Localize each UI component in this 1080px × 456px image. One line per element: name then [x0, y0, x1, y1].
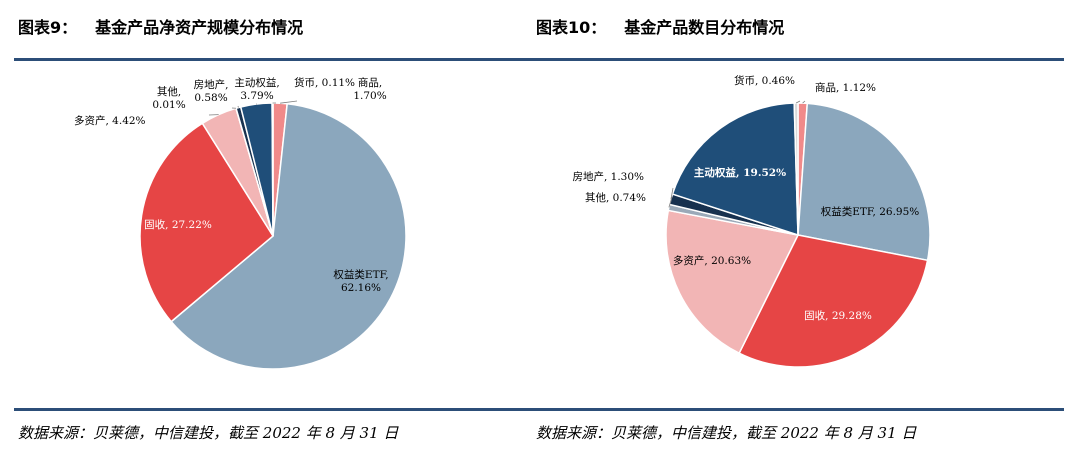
chart-panel-net-assets: 图表9： 基金产品净资产规模分布情况 商品, 1.70% 权益类ETF, 62.16% 固…	[14, 0, 546, 456]
data-label-commodity: 商品, 1.70%	[353, 76, 386, 102]
figure-title: 图表10： 基金产品数目分布情况	[536, 14, 784, 38]
data-label-fixed-income: 固收, 29.28%	[804, 309, 872, 322]
data-label-real-estate: 房地产, 0.58%	[194, 78, 229, 104]
pie-slice-active-equity	[671, 102, 799, 237]
leader-line-commodity	[802, 100, 806, 104]
bottom-rule	[14, 408, 546, 411]
pie-chart-fund-count: 商品, 1.12% 权益类ETF, 26.95% 固收, 29.28% 多资产, 20…	[572, 74, 931, 368]
figure-name: 基金产品数目分布情况	[624, 18, 785, 37]
data-label-money-market: 货币, 0.46%	[734, 74, 795, 87]
pie-slice-fixed-income	[139, 122, 274, 323]
data-label-real-estate: 房地产, 1.30%	[572, 170, 644, 183]
data-label-equity-etf: 权益类ETF, 62.16%	[333, 268, 388, 294]
pie-slice-multi-asset	[665, 209, 800, 355]
data-label-active-equity: 主动权益, 19.52%	[694, 166, 786, 179]
figure-name: 基金产品净资产规模分布情况	[95, 18, 304, 37]
data-label-active-equity: 主动权益, 3.79%	[234, 76, 279, 102]
pie-slice-money-market	[271, 102, 274, 237]
figure-title: 图表9： 基金产品净资产规模分布情况	[18, 14, 303, 38]
data-label-equity-etf: 权益类ETF, 26.95%	[821, 205, 920, 218]
data-label-multi-asset: 多资产, 4.42%	[74, 114, 146, 127]
leader-line-other	[668, 196, 673, 208]
pie-chart-net-assets: 商品, 1.70% 权益类ETF, 62.16% 固收, 27.22% 多资产, 4.42…	[74, 76, 407, 370]
data-label-other: 其他, 0.74%	[585, 191, 646, 204]
leader-line-real-estate	[670, 187, 674, 200]
data-label-multi-asset: 多资产, 20.63%	[673, 254, 751, 267]
source-note: 数据来源：贝莱德，中信建投，截至 2022 年 8 月 31 日	[536, 424, 917, 442]
data-label-other: 其他, 0.01%	[152, 85, 185, 111]
figure-label: 图表9：	[18, 18, 78, 37]
top-rule	[532, 58, 1064, 61]
data-label-commodity: 商品, 1.12%	[815, 81, 876, 94]
figure-label: 图表10：	[536, 18, 607, 37]
top-rule	[14, 58, 546, 61]
bottom-rule	[532, 408, 1064, 411]
leader-line-commodity	[280, 100, 298, 104]
pie-slice-equity-etf	[170, 102, 407, 370]
chart-panel-fund-count: 图表10： 基金产品数目分布情况 商品, 1.12% 权益类ETF, 26.95% 固…	[532, 0, 1064, 456]
pie-slice-equity-etf	[797, 102, 931, 262]
source-note: 数据来源：贝莱德，中信建投，截至 2022 年 8 月 31 日	[18, 424, 399, 442]
data-label-fixed-income: 固收, 27.22%	[144, 218, 212, 231]
data-label-money-market: 货币, 0.11%	[294, 76, 355, 89]
pie-slice-money-market	[793, 102, 799, 236]
leader-line-money-market	[795, 100, 801, 104]
pie-slice-fixed-income	[738, 234, 929, 368]
